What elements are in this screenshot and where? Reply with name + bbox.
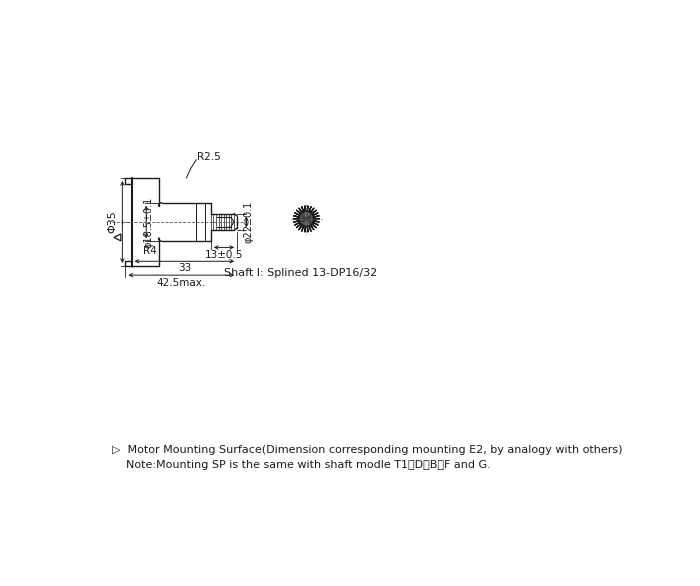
- Text: φ18.5±0.1: φ18.5±0.1: [144, 196, 153, 248]
- Text: R4: R4: [144, 246, 157, 256]
- Text: 42.5max.: 42.5max.: [157, 278, 206, 288]
- Text: φ22±0.1: φ22±0.1: [244, 201, 253, 243]
- Text: R2.5: R2.5: [197, 152, 220, 162]
- Text: 13±0.5: 13±0.5: [205, 250, 243, 260]
- Text: 33: 33: [178, 263, 191, 273]
- Text: Note:Mounting SP is the same with shaft modle T1、D、B、F and G.: Note:Mounting SP is the same with shaft …: [112, 461, 491, 471]
- Text: Shaft I: Splined 13-DP16/32: Shaft I: Splined 13-DP16/32: [224, 268, 377, 278]
- Text: Φ35: Φ35: [107, 210, 118, 233]
- Text: ▷  Motor Mounting Surface(Dimension corresponding mounting E2, by analogy with o: ▷ Motor Mounting Surface(Dimension corre…: [112, 445, 623, 455]
